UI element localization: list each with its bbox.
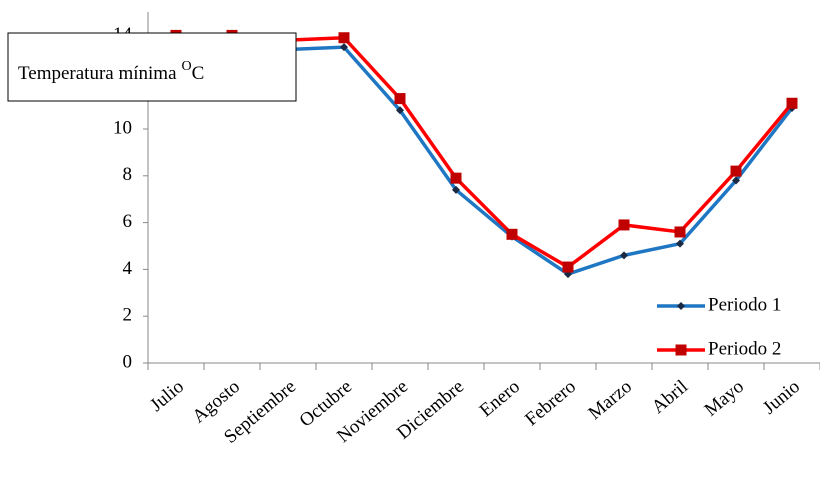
point <box>396 106 404 115</box>
y-tick-label: 10 <box>113 117 132 138</box>
y-tick-label: 4 <box>123 258 133 279</box>
point <box>675 344 687 356</box>
point <box>732 176 740 185</box>
point <box>506 228 518 240</box>
point <box>674 226 686 238</box>
point <box>676 239 684 248</box>
x-tick-label: Abril <box>648 376 692 418</box>
legend-label: Periodo 1 <box>708 294 781 315</box>
y-tick-label: 6 <box>123 211 133 232</box>
legend-label: Periodo 2 <box>708 338 781 359</box>
x-tick-label: Marzo <box>585 376 636 424</box>
point <box>340 43 348 52</box>
x-tick-label: Julio <box>146 376 188 416</box>
title-box <box>7 32 297 102</box>
point <box>562 261 574 273</box>
title-part: O <box>182 59 192 74</box>
point <box>620 251 628 260</box>
x-tick-label: Enero <box>476 376 524 421</box>
point <box>450 172 462 184</box>
y-tick-label: 2 <box>123 305 133 326</box>
point <box>452 185 460 194</box>
x-tick-label: Junio <box>759 376 804 419</box>
y-tick-label: 0 <box>123 351 133 372</box>
chart-title: Temperatura mínima OC <box>18 59 204 84</box>
point <box>730 165 742 177</box>
point <box>618 219 630 231</box>
x-tick-label: Mayo <box>701 376 748 421</box>
title-part: Temperatura mínima <box>18 63 177 84</box>
x-tick-label: Febrero <box>521 376 580 430</box>
point <box>338 32 350 44</box>
title-part: C <box>192 63 205 84</box>
point <box>786 97 798 109</box>
y-tick-label: 8 <box>123 164 133 185</box>
point <box>677 302 685 310</box>
point <box>394 93 406 105</box>
